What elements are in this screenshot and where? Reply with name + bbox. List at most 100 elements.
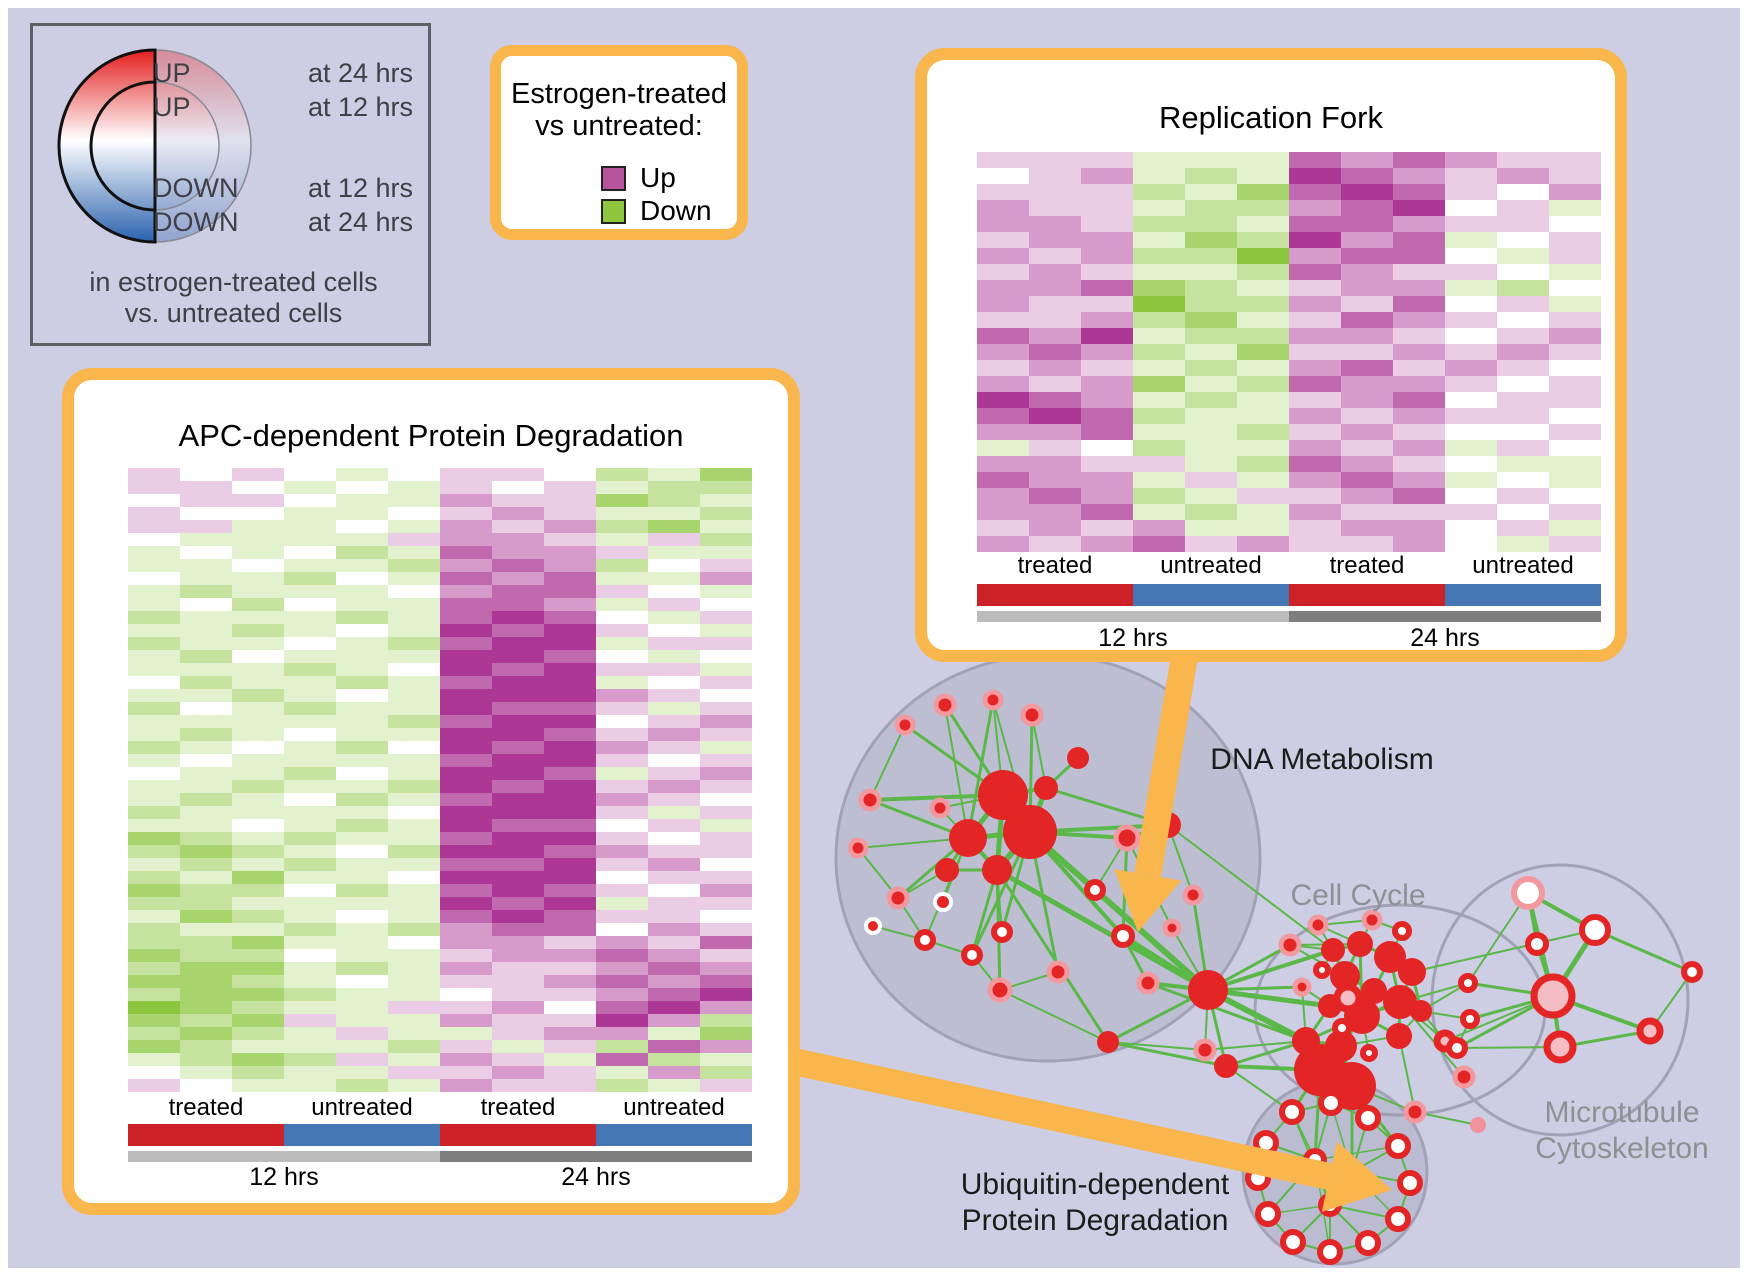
network-node bbox=[1511, 876, 1545, 910]
heatmap-cell bbox=[1341, 264, 1393, 280]
heatmap-cell bbox=[1289, 312, 1341, 328]
heatmap-cell bbox=[1497, 200, 1549, 216]
heatmap-cell bbox=[180, 611, 232, 624]
network-node bbox=[1318, 1090, 1344, 1116]
heatmap-cell bbox=[180, 481, 232, 494]
heatmap-cell bbox=[544, 1053, 596, 1066]
heatmap-cell bbox=[180, 650, 232, 663]
heatmap-cell bbox=[977, 408, 1029, 424]
cluster-ellipse-microtubule bbox=[1430, 863, 1690, 1137]
heatmap-cell bbox=[544, 858, 596, 871]
heatmap-cell bbox=[128, 975, 180, 988]
heatmap-cell bbox=[388, 494, 440, 507]
heatmap-cell bbox=[492, 702, 544, 715]
heatmap-cell bbox=[440, 897, 492, 910]
heatmap-cell bbox=[1029, 152, 1081, 168]
heatmap-cell bbox=[1393, 312, 1445, 328]
heatmap-cell bbox=[492, 741, 544, 754]
heatmap-cell bbox=[128, 1079, 180, 1092]
heatmap-cell bbox=[336, 507, 388, 520]
heatmap-cell bbox=[232, 1001, 284, 1014]
heatmap-cell bbox=[648, 1027, 700, 1040]
heatmap-cell bbox=[700, 650, 752, 663]
heatmap-cell bbox=[388, 806, 440, 819]
heatmap-cell bbox=[596, 780, 648, 793]
heatmap-cell bbox=[1341, 392, 1393, 408]
hour-label: 12 hrs bbox=[1098, 624, 1168, 652]
network-node bbox=[1470, 1117, 1486, 1133]
heatmap-cell bbox=[284, 936, 336, 949]
heatmap-cell bbox=[648, 962, 700, 975]
heatmap-cell bbox=[1549, 200, 1601, 216]
heatmap-cell bbox=[1549, 184, 1601, 200]
heatmap-cell bbox=[1237, 200, 1289, 216]
heatmap-cell bbox=[284, 572, 336, 585]
heatmap-cell bbox=[492, 819, 544, 832]
heatmap-cell bbox=[596, 1014, 648, 1027]
heatmap-cell bbox=[1341, 232, 1393, 248]
heatmap-cell bbox=[1497, 488, 1549, 504]
apc-hour-labels: 12 hrs 24 hrs bbox=[128, 1163, 752, 1193]
heatmap-cell bbox=[1185, 328, 1237, 344]
group-label: untreated bbox=[623, 1094, 725, 1121]
heatmap-cell bbox=[180, 728, 232, 741]
heatmap-cell bbox=[1445, 216, 1497, 232]
heatmap-cell bbox=[648, 585, 700, 598]
heatmap-cell bbox=[440, 845, 492, 858]
heatmap-cell bbox=[1029, 472, 1081, 488]
heatmap-cell bbox=[284, 858, 336, 871]
heatmap-cell bbox=[180, 1027, 232, 1040]
network-node bbox=[1458, 973, 1478, 993]
heatmap-cell bbox=[1133, 360, 1185, 376]
down-label: Down bbox=[640, 195, 712, 226]
heatmap-cell bbox=[544, 559, 596, 572]
heatmap-cell bbox=[1029, 440, 1081, 456]
heatmap-cell bbox=[284, 585, 336, 598]
heatmap-cell bbox=[232, 702, 284, 715]
heatmap-cell bbox=[284, 1079, 336, 1092]
network-node bbox=[1385, 1133, 1411, 1159]
heatmap-cell bbox=[232, 897, 284, 910]
heatmap-cell bbox=[336, 598, 388, 611]
heatmap-cell bbox=[1289, 456, 1341, 472]
network-edge bbox=[1027, 829, 1211, 993]
heatmap-cell bbox=[388, 702, 440, 715]
heatmap-cell bbox=[336, 728, 388, 741]
heatmap-cell bbox=[1393, 440, 1445, 456]
heatmap-cell bbox=[1029, 536, 1081, 552]
heatmap-cell bbox=[180, 936, 232, 949]
heatmap-cell bbox=[232, 1014, 284, 1027]
heatmap-cell bbox=[284, 1027, 336, 1040]
heatmap-cell bbox=[128, 494, 180, 507]
heatmap-cell bbox=[388, 689, 440, 702]
heatmap-cell bbox=[180, 975, 232, 988]
heatmap-cell bbox=[336, 468, 388, 481]
heatmap-cell bbox=[492, 767, 544, 780]
heatmap-cell bbox=[232, 585, 284, 598]
heatmap-cell bbox=[232, 598, 284, 611]
heatmap-cell bbox=[388, 897, 440, 910]
heatmap-cell bbox=[440, 741, 492, 754]
heatmap-cell bbox=[700, 910, 752, 923]
heatmap-cell bbox=[1341, 200, 1393, 216]
heatmap-cell bbox=[284, 845, 336, 858]
legend-footer-line1: in estrogen-treated cells bbox=[89, 267, 378, 297]
heatmap-cell bbox=[648, 975, 700, 988]
heatmap-cell bbox=[1549, 408, 1601, 424]
heatmap-cell bbox=[700, 468, 752, 481]
heatmap-cell bbox=[648, 650, 700, 663]
heatmap-cell bbox=[596, 923, 648, 936]
heatmap-cell bbox=[1549, 168, 1601, 184]
heatmap-cell bbox=[544, 936, 596, 949]
heatmap-cell bbox=[180, 741, 232, 754]
heatmap-cell bbox=[596, 715, 648, 728]
heatmap-cell bbox=[232, 494, 284, 507]
heatmap-cell bbox=[492, 845, 544, 858]
heatmap-cell bbox=[1029, 312, 1081, 328]
heatmap-cell bbox=[977, 168, 1029, 184]
heatmap-cell bbox=[648, 520, 700, 533]
heatmap-cell bbox=[128, 585, 180, 598]
heatmap-cell bbox=[977, 264, 1029, 280]
heatmap-cell bbox=[544, 871, 596, 884]
heatmap-cell bbox=[1445, 296, 1497, 312]
